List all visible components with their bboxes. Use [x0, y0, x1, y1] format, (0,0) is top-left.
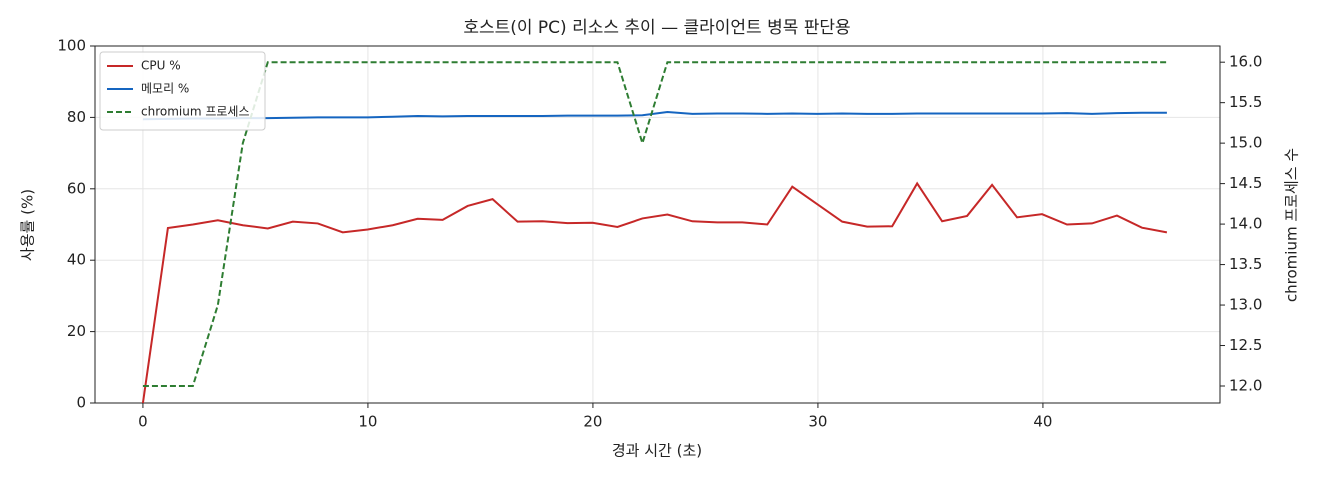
chart-title: 호스트(이 PC) 리소스 추이 — 클라이언트 병목 판단용 — [463, 18, 850, 38]
y-tick-label: 40 — [67, 251, 86, 269]
series-line — [142, 111, 1167, 121]
y2-tick-label: 13.5 — [1229, 255, 1262, 273]
x-tick-label: 10 — [358, 413, 377, 431]
legend-label: 메모리 % — [141, 82, 189, 96]
legend-label: chromium 프로세스 — [141, 105, 250, 119]
legend-box — [99, 51, 266, 131]
series-line — [141, 181, 1168, 404]
x-tick-label: 40 — [1033, 413, 1052, 431]
x-tick-label: 0 — [138, 413, 148, 431]
y2-tick-label: 12.5 — [1229, 336, 1262, 354]
y-axis-label: 사용률 (%) — [19, 189, 37, 261]
y2-tick-label: 15.0 — [1229, 134, 1262, 152]
y-tick-label: 0 — [76, 394, 86, 412]
y2-tick-label: 15.5 — [1229, 93, 1262, 111]
y2-tick-label: 14.5 — [1229, 174, 1262, 192]
plot-frame — [94, 45, 1221, 404]
y2-axis-label: chromium 프로세스 수 — [1283, 148, 1301, 302]
x-tick-label: 30 — [808, 413, 827, 431]
y2-tick-label: 14.0 — [1229, 215, 1262, 233]
y-tick-label: 60 — [67, 179, 86, 197]
y-tick-label: 20 — [67, 322, 86, 340]
x-axis-label: 경과 시간 (초) — [612, 442, 702, 460]
y2-tick-label: 13.0 — [1229, 296, 1262, 314]
legend-label: CPU % — [141, 59, 181, 73]
y2-tick-label: 12.0 — [1229, 377, 1262, 395]
legend: CPU % 메모리 % chromium 프로세스 — [99, 51, 266, 131]
y2-tick-label: 16.0 — [1229, 53, 1262, 71]
y-tick-label: 100 — [57, 37, 86, 55]
x-tick-label: 20 — [583, 413, 602, 431]
y-tick-label: 80 — [67, 108, 86, 126]
series-line — [142, 61, 1167, 387]
